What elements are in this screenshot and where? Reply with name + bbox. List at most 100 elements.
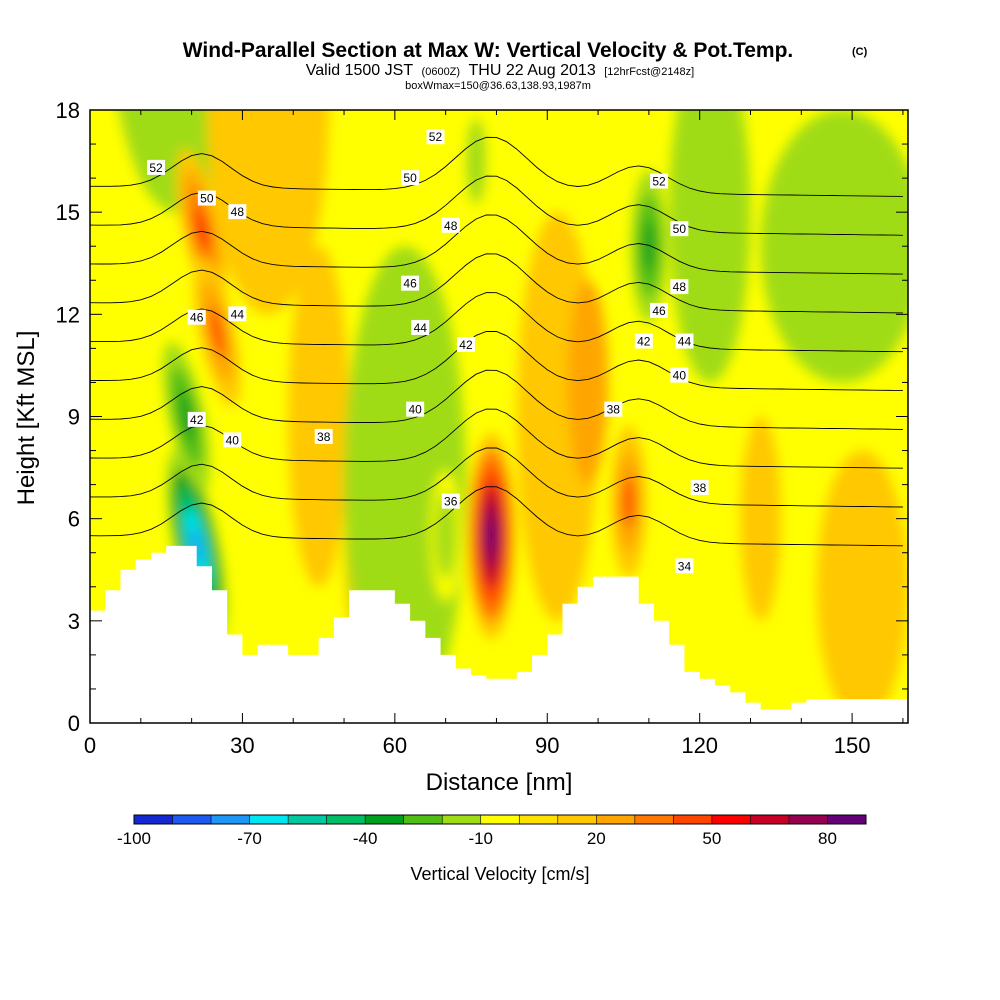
contour-label-text: 40 — [408, 403, 422, 417]
contour-label-background — [456, 336, 475, 352]
theta-contour-label: 42 — [187, 411, 206, 427]
x-tick-label: 150 — [834, 733, 871, 758]
velocity-band — [567, 280, 609, 485]
colorbar-swatch — [788, 815, 828, 824]
chart-subtitle: Valid 1500 JST (0600Z) THU 22 Aug 2013 [… — [306, 62, 694, 79]
contour-label-background — [604, 401, 623, 417]
contour-label-text: 50 — [403, 171, 417, 185]
colorbar-tick-label: -10 — [468, 829, 493, 848]
x-tick-label: 30 — [230, 733, 254, 758]
contour-label-text: 42 — [459, 338, 473, 352]
contour-label-background — [147, 159, 166, 175]
contour-label-text: 40 — [226, 433, 240, 447]
velocity-feature — [440, 513, 451, 558]
contour-label-background — [426, 129, 445, 145]
contour-label-text: 48 — [231, 205, 245, 219]
y-tick-label: 15 — [56, 200, 80, 225]
y-tick-label: 12 — [56, 302, 80, 327]
contour-label-text: 40 — [673, 369, 687, 383]
contour-label-background — [690, 480, 709, 496]
theta-contour-label: 48 — [228, 204, 247, 220]
contour-label-text: 34 — [678, 559, 692, 573]
box-info: boxWmax=150@36.63,138.93,1987m — [405, 80, 591, 92]
theta-contour-label: 44 — [411, 319, 430, 335]
velocity-feature — [178, 391, 195, 442]
velocity-feature — [622, 476, 635, 528]
chart-title-tag: (C) — [852, 46, 868, 58]
contour-label-text: 42 — [190, 413, 204, 427]
colorbar-tick-label: -40 — [353, 829, 378, 848]
contour-label-background — [187, 309, 206, 325]
y-tick-label: 9 — [68, 405, 80, 430]
y-tick-label: 6 — [68, 507, 80, 532]
theta-contour-line — [90, 447, 903, 508]
contour-label-background — [675, 558, 694, 574]
theta-contour-line — [90, 486, 903, 547]
theta-contour-label: 46 — [401, 275, 420, 291]
theta-contour-label: 50 — [670, 221, 689, 237]
velocity-band — [740, 416, 781, 621]
theta-contour-label: 52 — [147, 159, 166, 175]
contour-label-text: 52 — [652, 175, 666, 189]
contour-label-text: 48 — [444, 219, 458, 233]
theta-contour-line — [90, 330, 903, 392]
contour-label-text: 46 — [190, 311, 204, 325]
velocity-feature — [471, 139, 482, 183]
colorbar-tick-label: -70 — [237, 829, 262, 848]
valid-utc: (0600Z) — [422, 66, 461, 78]
contour-label-text: 50 — [673, 222, 687, 236]
contour-label-background — [197, 190, 216, 206]
chart-title: Wind-Parallel Section at Max W: Vertical… — [183, 39, 794, 62]
theta-contour-label: 42 — [634, 333, 653, 349]
colorbar-swatch — [673, 815, 713, 824]
colorbar-swatch — [827, 815, 867, 824]
x-tick-label: 0 — [84, 733, 96, 758]
colorbar-swatch — [288, 815, 328, 824]
theta-contour-line — [90, 214, 903, 275]
colorbar-tick-label: -100 — [117, 829, 151, 848]
y-axis-label: Height [Kft MSL] — [13, 331, 40, 506]
velocity-band — [760, 110, 908, 383]
x-tick-label: 120 — [681, 733, 718, 758]
contour-label-text: 52 — [149, 161, 163, 175]
colorbar-swatch — [403, 815, 443, 824]
colorbar-swatch — [557, 815, 597, 824]
colorbar-tick-label: 80 — [818, 829, 837, 848]
contour-label-background — [187, 411, 206, 427]
theta-contour-line — [90, 253, 903, 314]
theta-contour-label: 44 — [228, 306, 247, 322]
contour-label-background — [406, 401, 425, 417]
x-axis-label: Distance [nm] — [426, 769, 573, 796]
theta-contour-label: 40 — [406, 401, 425, 417]
theta-contour-label: 44 — [675, 333, 694, 349]
theta-contour-label: 38 — [314, 428, 333, 444]
theta-contour-line — [90, 292, 903, 353]
theta-contour-line — [90, 369, 903, 430]
x-tick-label: 90 — [535, 733, 559, 758]
colorbar-swatch — [442, 815, 482, 824]
contour-label-background — [228, 306, 247, 322]
colorbar-swatch — [134, 815, 174, 824]
theta-contour-label: 52 — [426, 129, 445, 145]
colorbar-frame — [133, 814, 867, 825]
contour-label-text: 42 — [637, 335, 651, 349]
colorbar-tick-label: 50 — [702, 829, 721, 848]
theta-contour-label: 46 — [187, 309, 206, 325]
colorbar-swatch — [634, 815, 674, 824]
y-tick-label: 18 — [56, 98, 80, 123]
theta-contour-label: 48 — [441, 217, 460, 233]
contour-label-text: 44 — [414, 321, 428, 335]
colorbar-swatch — [480, 815, 520, 824]
contour-label-text: 38 — [317, 430, 331, 444]
contour-label-text: 38 — [607, 403, 621, 417]
velocity-feature — [209, 306, 225, 357]
velocity-band — [669, 110, 751, 383]
theta-contour-label: 38 — [604, 401, 623, 417]
theta-contour-label: 34 — [675, 558, 694, 574]
theta-contour-label: 42 — [456, 336, 475, 352]
colorbar: -100 -70 -40 -10 20 50 80 — [117, 814, 867, 848]
colorbar-swatch — [750, 815, 790, 824]
velocity-feature — [195, 209, 209, 250]
contour-label-background — [411, 319, 430, 335]
